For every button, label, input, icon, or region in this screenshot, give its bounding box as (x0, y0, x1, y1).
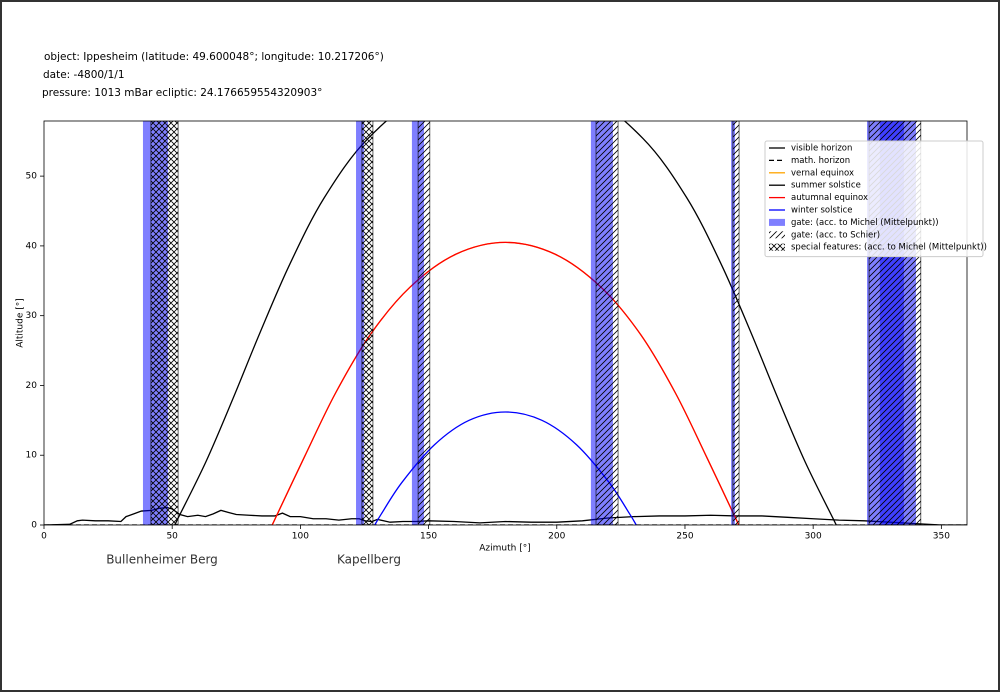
y-tick-label: 20 (26, 381, 38, 391)
legend-label: special features: (acc. to Michel (Mitte… (791, 243, 987, 253)
header-line: date: -4800/1/1 (43, 69, 125, 81)
x-tick-label: 200 (548, 532, 565, 542)
gate-band (732, 121, 740, 525)
gate-band (417, 121, 431, 525)
legend-label: winter solstice (791, 206, 852, 216)
legend-label: vernal equinox (791, 168, 854, 178)
annotation: Bullenheimer Berg (106, 553, 218, 567)
y-axis-label: Altitude [°] (16, 298, 26, 348)
y-tick-label: 30 (26, 311, 38, 321)
legend-label: math. horizon (791, 156, 850, 166)
header-line: pressure: 1013 mBar ecliptic: 24.1766595… (42, 87, 322, 99)
legend-label: gate: (acc. to Schier) (791, 230, 880, 240)
legend-label: visible horizon (791, 144, 852, 154)
annotation: Kapellberg (337, 553, 401, 567)
y-tick-label: 50 (26, 172, 38, 182)
overlay: 0 50 100 150 200 250 300 350 0 10 20 30 40 50 Bullenhe… (26, 120, 987, 567)
series-line (271, 241, 740, 525)
x-tick-label: 300 (805, 532, 822, 542)
y-tick-label: 0 (31, 521, 37, 531)
legend-swatch (769, 218, 785, 226)
x-tick-label: 150 (420, 532, 437, 542)
x-tick-label: 50 (166, 532, 178, 542)
legend-swatch (769, 231, 785, 239)
axes-frame (43, 120, 968, 526)
x-tick-label: 350 (933, 532, 950, 542)
legend-swatch (769, 243, 785, 251)
legend-box (764, 140, 984, 258)
x-tick-label: 250 (676, 532, 693, 542)
y-tick-label: 10 (26, 451, 38, 461)
x-tick-label: 0 (41, 532, 47, 542)
plot-area (44, 121, 967, 525)
x-axis-label: Azimuth [°] (479, 544, 530, 554)
series-line (174, 121, 837, 525)
legend-label: autumnal equinox (791, 193, 868, 203)
gate-band (356, 121, 364, 525)
legend-label: summer solstice (791, 181, 861, 191)
y-tick-label: 40 (26, 241, 38, 251)
gate-band (595, 121, 619, 525)
gate-band (150, 121, 179, 525)
x-tick-label: 100 (292, 532, 309, 542)
gate-band (361, 121, 374, 525)
legend-label: gate: (acc. to Michel (Mittelpunkt)) (791, 218, 939, 228)
header-line: object: Ippesheim (latitude: 49.600048°;… (44, 51, 384, 63)
